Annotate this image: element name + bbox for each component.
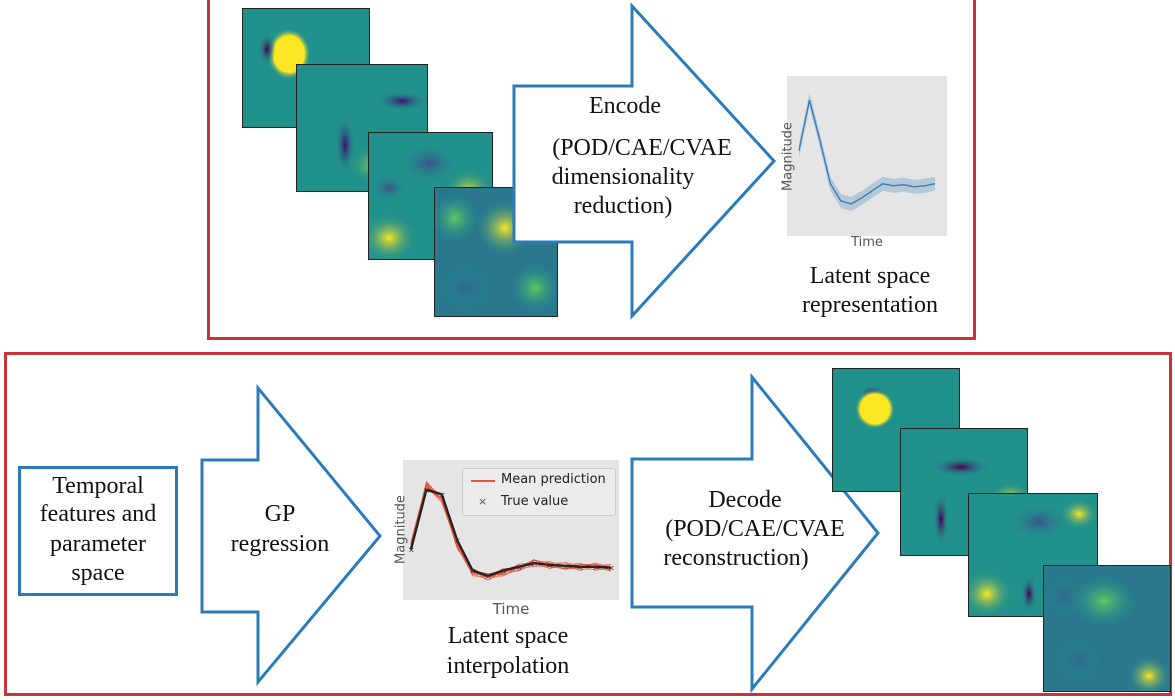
interp-caption-line-1: Latent space [447,623,569,649]
legend-true-marker: × [478,495,488,508]
interp-true-value-marker: × [408,545,415,554]
latent-plot-ylabel: Magnitude [780,122,796,191]
input-line-1: Temporal [52,473,144,499]
encode-detail-line-3: reduction) [573,193,673,219]
interp-true-value-marker: × [593,563,600,572]
interp-legend: Mean prediction × True value [462,468,616,516]
latent-mean-line [798,99,936,205]
encode-arrow [512,2,777,320]
interp-plot-xlabel: Time [492,600,530,618]
interp-true-value-marker: × [470,566,477,575]
input-line-4: space [71,560,125,586]
decode-title: Decode [708,487,782,513]
encode-detail-line-2: dimensionality [551,164,695,190]
interp-true-value-marker: × [423,486,430,495]
decode-panel-frame [4,352,1172,696]
interp-true-value-marker: × [439,490,446,499]
input-features-box [18,466,178,596]
gp-line-1: GP [264,501,296,527]
encode-detail-line-1: (POD/CAE/CVAE [552,135,732,161]
gp-regression-arrow [200,383,382,687]
reconstructed-snapshot-4 [1043,565,1171,692]
latent-representation-plot [787,76,947,236]
interp-caption-line-2: interpolation [446,653,570,679]
legend-mean-line [471,480,495,482]
legend-true-label: True value [501,494,569,509]
interp-true-value-marker: × [577,563,584,572]
interp-true-value-marker: × [546,561,553,570]
encode-panel-frame [207,0,976,340]
interp-plot-ylabel: Magnitude [393,495,409,564]
input-line-3: parameter [50,531,146,557]
interp-true-value-marker: × [485,572,492,581]
gp-line-2: regression [230,531,330,557]
latent-caption-line-1: Latent space [809,263,931,289]
latent-plot-xlabel: Time [851,235,883,250]
interp-true-value-marker: × [562,562,569,571]
latent-caption-line-2: representation [802,292,938,318]
interp-true-value-marker: × [531,559,538,568]
decode-arrow [630,372,880,694]
interp-true-value-marker: × [454,536,461,545]
interp-true-value-marker: × [608,564,615,573]
encode-title: Encode [589,93,661,119]
interp-true-value-marker: × [500,566,507,575]
input-line-2: features and [39,501,157,527]
decode-detail-line-2: reconstruction) [663,545,809,571]
latent-uncertainty-band [799,93,935,211]
decode-detail-line-1: (POD/CAE/CVAE [665,516,845,542]
interp-true-value-line [409,488,612,578]
legend-mean-label: Mean prediction [501,472,606,487]
interp-true-value-marker: × [516,563,523,572]
